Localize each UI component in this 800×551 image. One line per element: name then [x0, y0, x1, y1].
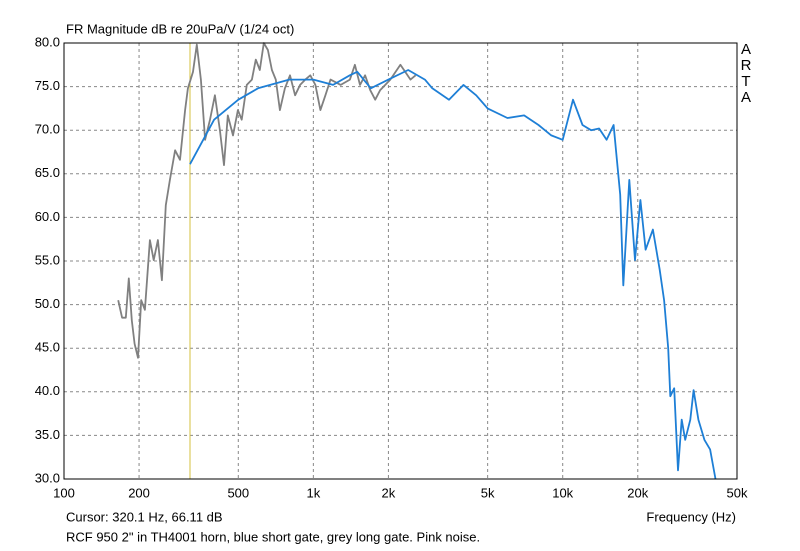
- y-tick-label: 75.0: [35, 78, 60, 93]
- x-axis-label: Frequency (Hz): [646, 509, 736, 524]
- plot-border: [63, 42, 738, 480]
- y-tick-label: 60.0: [35, 209, 60, 224]
- x-tick-label: 200: [128, 485, 150, 500]
- y-tick-label: 55.0: [35, 252, 60, 267]
- chart-title: FR Magnitude dB re 20uPa/V (1/24 oct): [66, 21, 294, 36]
- x-tick-label: 500: [227, 485, 249, 500]
- x-tick-label: 20k: [627, 485, 648, 500]
- brand-letter: T: [741, 73, 750, 90]
- x-tick-label: 2k: [382, 485, 396, 500]
- x-tick-label: 100: [53, 485, 75, 500]
- brand-letter: R: [741, 57, 752, 74]
- x-tick-label: 1k: [306, 485, 320, 500]
- brand-letter: A: [741, 89, 751, 106]
- x-tick-label: 10k: [552, 485, 573, 500]
- y-tick-label: 40.0: [35, 383, 60, 398]
- y-tick-label: 65.0: [35, 165, 60, 180]
- y-tick-label: 45.0: [35, 340, 60, 355]
- y-tick-label: 70.0: [35, 122, 60, 137]
- y-tick-label: 50.0: [35, 296, 60, 311]
- y-tick-label: 35.0: [35, 427, 60, 442]
- cursor-readout: Cursor: 320.1 Hz, 66.11 dB: [66, 509, 223, 524]
- series-line: [117, 42, 417, 359]
- brand-letter: A: [741, 41, 751, 58]
- x-tick-label: 5k: [481, 485, 495, 500]
- x-tick-label: 50k: [727, 485, 748, 500]
- series-line: [189, 69, 717, 480]
- caption: RCF 950 2" in TH4001 horn, blue short ga…: [66, 529, 480, 544]
- y-tick-label: 30.0: [35, 470, 60, 485]
- y-tick-label: 80.0: [35, 34, 60, 49]
